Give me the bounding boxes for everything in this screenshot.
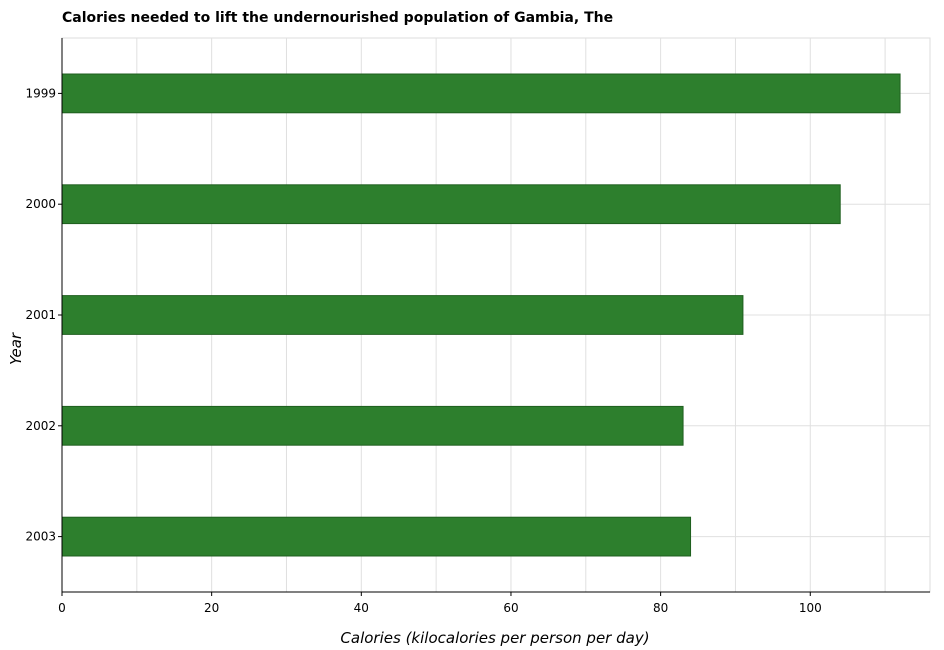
y-axis-label: Year <box>7 332 25 365</box>
bar-2001 <box>61 295 744 335</box>
y-tick-label: 1999 <box>25 86 56 100</box>
x-tick-label: 100 <box>799 601 822 615</box>
x-tick-label: 60 <box>503 601 518 615</box>
bar-2000 <box>61 184 841 225</box>
x-tick-label: 0 <box>58 601 66 615</box>
bar-1999 <box>61 73 901 114</box>
y-tick-label: 2003 <box>25 530 56 544</box>
x-tick-label: 40 <box>354 601 369 615</box>
bar-2003 <box>61 516 692 557</box>
x-axis-label: Calories (kilocalories per person per da… <box>340 629 649 647</box>
y-tick-label: 2002 <box>25 419 56 433</box>
chart-title: Calories needed to lift the undernourish… <box>62 10 613 26</box>
axes <box>58 38 930 596</box>
tick-labels: 0 20 40 60 80 100 1999 2000 2001 2002 2003 <box>25 86 821 615</box>
x-tick-label: 20 <box>204 601 219 615</box>
y-tick-label: 2000 <box>25 197 56 211</box>
y-tick-label: 2001 <box>25 308 56 322</box>
x-tick-label: 80 <box>653 601 668 615</box>
bar-2002 <box>61 405 684 446</box>
